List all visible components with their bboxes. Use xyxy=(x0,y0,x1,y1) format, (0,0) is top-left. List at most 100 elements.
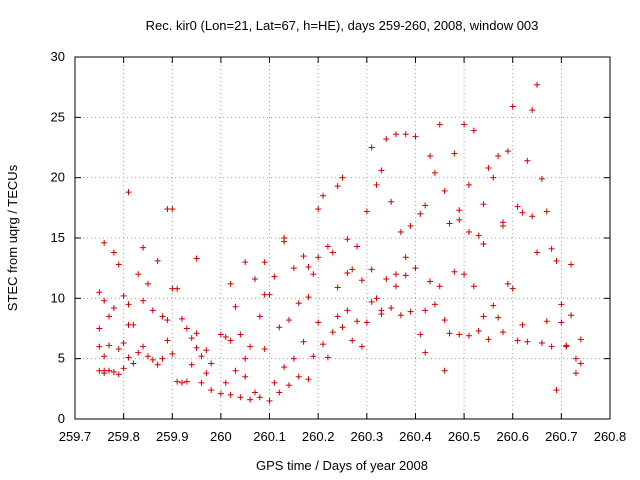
data-point xyxy=(397,228,404,235)
data-point xyxy=(534,81,541,88)
data-point xyxy=(188,361,195,368)
data-point xyxy=(227,280,234,287)
data-point xyxy=(529,213,536,220)
data-point xyxy=(485,165,492,172)
data-point xyxy=(286,317,292,324)
data-point xyxy=(106,342,113,349)
data-point xyxy=(125,354,132,361)
data-point xyxy=(553,257,560,264)
data-point xyxy=(271,273,278,280)
data-point xyxy=(115,371,122,378)
data-point xyxy=(368,144,375,151)
data-point xyxy=(232,303,239,310)
data-point xyxy=(324,354,331,361)
data-point xyxy=(519,209,526,216)
data-point xyxy=(320,192,327,199)
data-point xyxy=(242,355,249,362)
data-point xyxy=(344,269,351,276)
data-point xyxy=(534,249,541,256)
data-point xyxy=(393,131,399,138)
data-point xyxy=(500,222,506,229)
data-point xyxy=(174,378,181,385)
data-point xyxy=(441,187,448,194)
data-point xyxy=(256,394,263,401)
data-point xyxy=(295,300,302,307)
data-point xyxy=(514,337,521,344)
data-point xyxy=(553,387,560,394)
data-point xyxy=(334,183,341,190)
data-point xyxy=(334,284,341,291)
data-point xyxy=(232,367,239,374)
data-point xyxy=(115,346,122,353)
data-point xyxy=(203,370,210,377)
data-point xyxy=(383,276,390,283)
data-point xyxy=(149,356,156,363)
data-point xyxy=(422,202,429,209)
data-point xyxy=(286,382,292,389)
data-point xyxy=(475,327,482,334)
data-point xyxy=(490,302,497,309)
data-point xyxy=(110,304,117,311)
data-point xyxy=(140,297,147,304)
data-point xyxy=(247,343,254,350)
data-point xyxy=(227,391,234,398)
data-point xyxy=(169,350,176,357)
data-point xyxy=(329,329,336,336)
data-point xyxy=(276,389,283,396)
data-point xyxy=(203,347,210,354)
data-point xyxy=(480,201,487,208)
y-axis-label: STEC from uqrg / TECUs xyxy=(5,164,20,311)
x-tick-label: 260.4 xyxy=(399,429,432,444)
data-point xyxy=(402,254,409,261)
data-point xyxy=(495,152,502,159)
data-points xyxy=(96,81,584,404)
data-point xyxy=(310,353,317,360)
data-point xyxy=(261,291,268,298)
data-point xyxy=(281,364,288,371)
y-tick-label: 15 xyxy=(51,230,65,245)
data-point xyxy=(504,280,511,287)
data-point xyxy=(363,208,370,215)
data-point xyxy=(538,339,545,346)
data-point xyxy=(164,337,171,344)
data-point xyxy=(110,249,117,256)
data-point xyxy=(485,336,492,343)
data-point xyxy=(120,339,127,346)
data-point xyxy=(412,265,419,272)
data-point xyxy=(164,317,171,324)
data-point xyxy=(290,265,297,272)
data-point xyxy=(120,365,127,372)
data-point xyxy=(441,317,448,324)
y-tick-label: 0 xyxy=(58,411,65,426)
data-point xyxy=(125,189,132,196)
x-tick-label: 260.7 xyxy=(545,429,578,444)
data-point xyxy=(524,157,531,164)
data-point xyxy=(402,131,409,138)
data-point xyxy=(242,259,249,266)
data-point xyxy=(324,243,331,250)
data-point xyxy=(368,266,375,273)
data-point xyxy=(169,206,176,213)
data-point xyxy=(305,263,312,270)
data-point xyxy=(125,301,132,308)
data-point xyxy=(334,313,341,320)
data-point xyxy=(402,272,409,279)
data-point xyxy=(548,343,555,350)
data-point xyxy=(446,220,453,227)
data-point xyxy=(144,280,151,287)
y-tick-label: 25 xyxy=(51,109,65,124)
x-tick-label: 260.8 xyxy=(594,429,627,444)
data-point xyxy=(329,249,336,256)
data-point xyxy=(378,311,385,318)
data-point xyxy=(358,277,365,284)
data-point xyxy=(125,321,132,328)
data-point xyxy=(446,330,453,337)
data-point xyxy=(495,314,502,321)
data-point xyxy=(183,378,190,385)
data-point xyxy=(256,313,263,320)
data-point xyxy=(305,294,312,301)
data-point xyxy=(315,254,322,261)
data-point xyxy=(509,285,516,292)
data-point xyxy=(135,271,142,278)
